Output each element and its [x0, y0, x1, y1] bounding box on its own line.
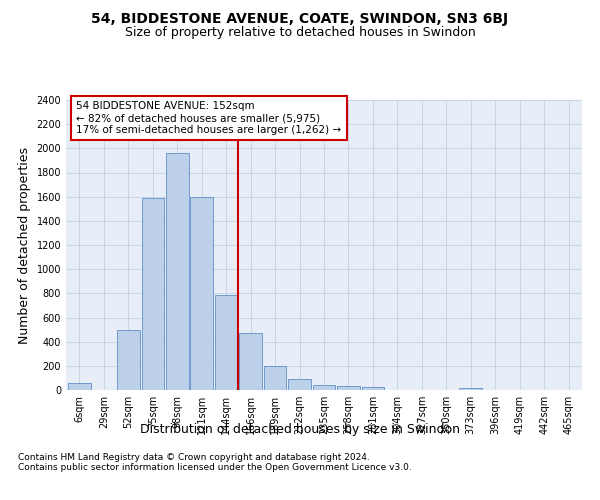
Bar: [215, 294, 238, 390]
Bar: [166, 153, 188, 390]
Bar: [117, 330, 140, 390]
Bar: [142, 198, 164, 390]
Bar: [68, 383, 91, 390]
Y-axis label: Number of detached properties: Number of detached properties: [18, 146, 31, 344]
Bar: [460, 388, 482, 390]
Text: Contains HM Land Registry data © Crown copyright and database right 2024.: Contains HM Land Registry data © Crown c…: [18, 454, 370, 462]
Text: 54, BIDDESTONE AVENUE, COATE, SWINDON, SN3 6BJ: 54, BIDDESTONE AVENUE, COATE, SWINDON, S…: [91, 12, 509, 26]
Text: Contains public sector information licensed under the Open Government Licence v3: Contains public sector information licen…: [18, 464, 412, 472]
Text: Distribution of detached houses by size in Swindon: Distribution of detached houses by size …: [140, 422, 460, 436]
Bar: [337, 386, 360, 390]
Text: Size of property relative to detached houses in Swindon: Size of property relative to detached ho…: [125, 26, 475, 39]
Bar: [264, 366, 286, 390]
Bar: [362, 387, 384, 390]
Bar: [288, 379, 311, 390]
Text: 54 BIDDESTONE AVENUE: 152sqm
← 82% of detached houses are smaller (5,975)
17% of: 54 BIDDESTONE AVENUE: 152sqm ← 82% of de…: [76, 102, 341, 134]
Bar: [239, 333, 262, 390]
Bar: [190, 196, 213, 390]
Bar: [313, 385, 335, 390]
